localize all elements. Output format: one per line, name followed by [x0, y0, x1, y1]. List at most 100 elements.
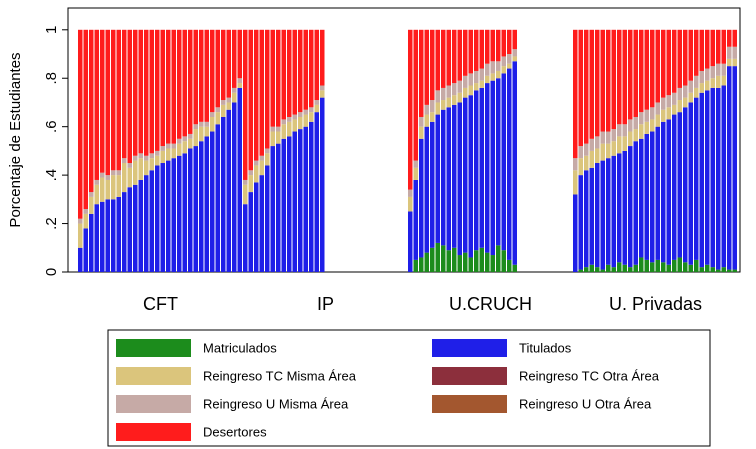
bar-segment [589, 138, 594, 151]
bar-segment [149, 158, 154, 171]
legend-label: Reingreso TC Misma Área [203, 368, 357, 383]
bar-segment [617, 153, 622, 263]
bar-segment [149, 170, 154, 272]
legend-label: Reingreso U Otra Área [519, 396, 652, 411]
bar-segment [496, 70, 501, 79]
bar-segment [479, 87, 484, 248]
bar-segment [105, 29, 110, 176]
bar-segment [699, 70, 704, 84]
bar-segment [655, 29, 660, 103]
bar-segment [259, 160, 264, 176]
bar-segment [490, 255, 495, 272]
bar-segment [732, 46, 737, 59]
bar-segment [193, 29, 198, 125]
bar-segment [716, 63, 721, 76]
bar-segment [320, 85, 325, 91]
bar-segment [419, 138, 424, 258]
bar-segment [204, 136, 209, 272]
bar-segment [694, 75, 699, 88]
bar-segment [650, 29, 655, 108]
bar-segment [424, 126, 429, 253]
bar-segment [259, 175, 264, 272]
bar-segment [496, 61, 501, 71]
bar-segment [441, 29, 446, 88]
bar-segment [320, 97, 325, 272]
bar-segment [595, 148, 600, 164]
bar-segment [226, 102, 231, 110]
bar-segment [199, 126, 204, 142]
bar-segment [303, 114, 308, 127]
bar-segment [672, 114, 677, 260]
bar-segment [133, 155, 138, 161]
bar-segment [584, 143, 589, 156]
bar-segment [644, 121, 649, 134]
bar-segment [661, 109, 666, 122]
bar-segment [127, 163, 132, 168]
legend-swatch [432, 395, 507, 413]
bar-segment [633, 264, 638, 272]
bar-segment [303, 126, 308, 273]
bar-segment [226, 29, 231, 98]
bar-segment [496, 29, 501, 62]
bar-segment [644, 133, 649, 260]
bar-segment [727, 66, 732, 270]
bar-segment [628, 146, 633, 268]
legend-swatch [116, 395, 191, 413]
bar-segment [424, 114, 429, 127]
bar-segment [677, 29, 682, 88]
bar-segment [100, 29, 105, 173]
bar-segment [606, 29, 611, 132]
bar-segment [105, 179, 110, 200]
bar-segment [677, 100, 682, 113]
bar-segment [144, 160, 149, 176]
bar-segment [705, 29, 710, 69]
bar-segment [666, 264, 671, 272]
bar-segment [490, 80, 495, 256]
bar-segment [182, 141, 187, 154]
bar-segment [138, 153, 143, 159]
bar-segment [276, 126, 281, 132]
bar-segment [419, 257, 424, 272]
bar-segment [573, 29, 578, 159]
bar-segment [617, 262, 622, 272]
bar-segment [89, 192, 94, 197]
legend-swatch [432, 367, 507, 385]
bar-segment [705, 264, 710, 272]
bar-segment [408, 189, 413, 197]
bar-segment [204, 29, 209, 122]
bar-segment [177, 143, 182, 156]
bar-segment [452, 104, 457, 248]
bar-segment [446, 250, 451, 272]
bar-segment [446, 29, 451, 86]
bar-segment [479, 80, 484, 88]
bar-segment [463, 97, 468, 253]
plot-frame [67, 7, 741, 273]
bar-segment [474, 90, 479, 251]
bar-segment [276, 131, 281, 144]
bar-segment [694, 259, 699, 272]
bar-segment [452, 29, 457, 84]
bar-segment [672, 92, 677, 105]
bar-segment [639, 257, 644, 272]
bar-segment [287, 136, 292, 272]
bar-segment [276, 143, 281, 272]
bar-segment [468, 95, 473, 258]
legend-label: Matriculados [203, 340, 277, 355]
bar-segment [650, 262, 655, 272]
bar-segment [589, 264, 594, 272]
bar-segment [270, 146, 275, 272]
bar-segment [633, 141, 638, 265]
bar-segment [287, 29, 292, 117]
bar-segment [171, 29, 176, 144]
bar-segment [633, 129, 638, 142]
bar-segment [452, 83, 457, 96]
bar-segment [435, 102, 440, 115]
bar-segment [699, 92, 704, 268]
legend-label: Desertores [203, 424, 267, 439]
bar-segment [666, 95, 671, 108]
bar-segment [138, 158, 143, 180]
group-label: U. Privadas [609, 294, 702, 314]
bar-segment [408, 196, 413, 212]
bar-segment [210, 29, 215, 113]
bar-segment [122, 158, 127, 164]
